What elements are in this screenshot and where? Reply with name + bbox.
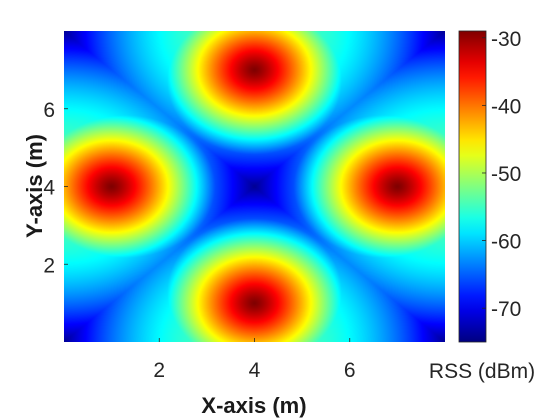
plot-area [64, 31, 445, 342]
colorbar: -70 -60 -50 -40 -30 RSS (dBm) [429, 28, 535, 383]
y-axis-ticks: 2 4 6 [43, 99, 68, 277]
y-axis-label: Y-axis (m) [22, 134, 47, 238]
colorbar-tick-label: -50 [491, 163, 521, 186]
y-tick-label: 4 [43, 177, 55, 200]
y-tick-label: 6 [43, 99, 55, 122]
x-tick-label: 4 [249, 359, 261, 382]
colorbar-tick-label: -30 [491, 28, 521, 51]
x-tick-label: 6 [344, 359, 356, 382]
colorbar-tick-label: -60 [491, 231, 521, 254]
x-axis-label: X-axis (m) [201, 393, 306, 418]
colorbar-ticks: -70 -60 -50 -40 -30 [482, 28, 521, 321]
x-axis-ticks: 2 4 6 [153, 338, 356, 382]
heatmap-image [64, 31, 445, 342]
colorbar-label: RSS (dBm) [429, 360, 535, 383]
colorbar-tick-label: -70 [491, 298, 521, 321]
colorbar-gradient [458, 30, 487, 343]
colorbar-tick-label: -40 [491, 95, 521, 118]
y-tick-label: 2 [43, 254, 55, 277]
x-tick-label: 2 [153, 359, 165, 382]
